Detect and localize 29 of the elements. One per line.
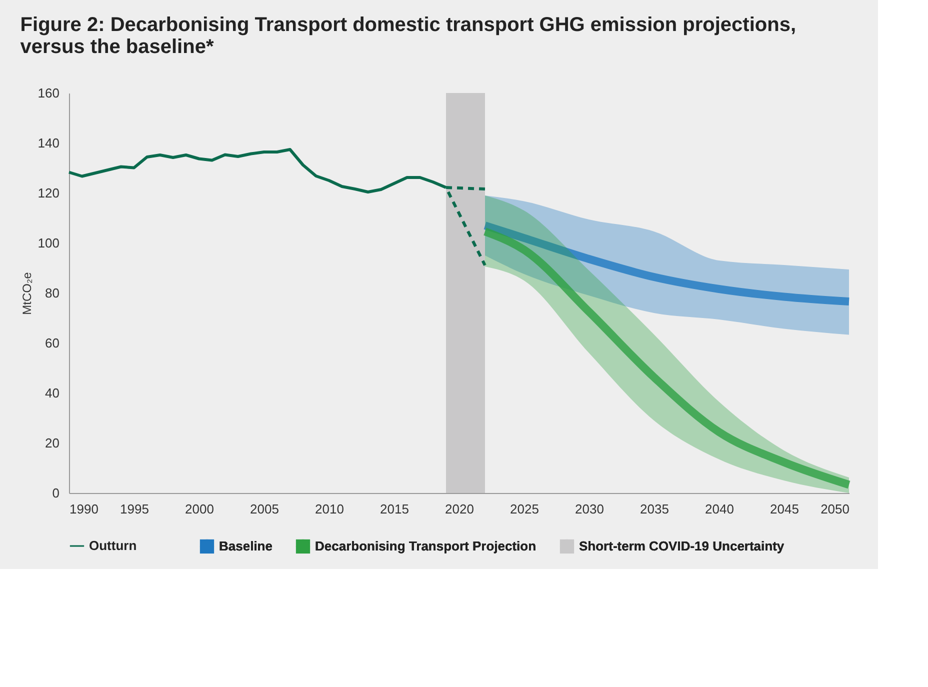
y-tick-label: 140 (38, 136, 60, 150)
legend-label: Outturn (89, 538, 137, 553)
x-tick-label: 2035 (640, 502, 669, 516)
x-tick-label: 2010 (315, 502, 344, 516)
x-tick-label: 2000 (185, 502, 214, 516)
legend-label: Decarbonising Transport Projection (315, 538, 536, 554)
y-axis-title: MtCO₂e (20, 272, 34, 315)
x-tick-label: 2025 (510, 502, 539, 516)
x-tick-label: 2045 (770, 502, 799, 516)
y-tick-label: 20 (45, 436, 60, 450)
text: versus the baseline* (20, 36, 214, 58)
y-tick-label: 120 (38, 186, 60, 200)
legend-label: Short-term COVID-19 Uncertainty (579, 538, 785, 554)
x-tick-label: 1990 (70, 502, 98, 516)
text: Figure 2: Decarbonising Transport domestic transport GHG emission projections, (20, 14, 796, 36)
y-tick-label: 60 (45, 336, 60, 350)
y-tick-label: 0 (52, 486, 60, 500)
x-tick-label: 2030 (575, 502, 604, 516)
x-tick-label: 2050 (820, 502, 850, 516)
x-tick-label: 2040 (705, 502, 734, 516)
x-tick-label: 2015 (380, 502, 409, 516)
x-tick-label: 2020 (445, 502, 474, 516)
legend-label: Baseline (219, 538, 272, 554)
y-tick-label: 100 (38, 236, 60, 250)
x-tick-label: 1995 (120, 502, 149, 516)
y-tick-label: 160 (38, 86, 60, 100)
y-tick-label: 80 (45, 286, 60, 300)
x-tick-label: 2005 (250, 502, 279, 516)
y-tick-label: 40 (45, 386, 60, 400)
